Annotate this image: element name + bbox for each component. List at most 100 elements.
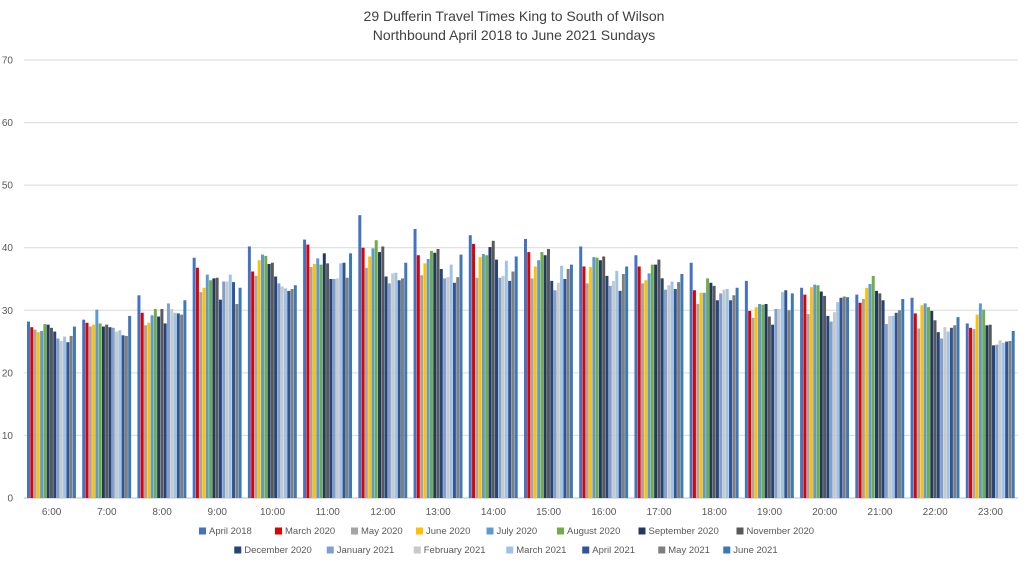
bar <box>82 319 86 498</box>
bar <box>926 307 930 498</box>
bar <box>98 323 102 498</box>
bar <box>761 304 765 498</box>
x-tick-label: 7:00 <box>97 507 117 518</box>
x-tick-label: 10:00 <box>260 507 285 518</box>
bar <box>36 332 40 498</box>
bar <box>982 309 986 498</box>
bar <box>897 310 901 498</box>
legend-swatch <box>723 546 731 554</box>
bar <box>115 331 119 498</box>
legend-swatch <box>486 527 494 535</box>
bar <box>832 312 836 498</box>
gridlines <box>24 59 1018 499</box>
bar <box>501 275 505 498</box>
bar <box>478 257 482 498</box>
bar <box>436 248 440 498</box>
bar <box>495 259 499 498</box>
bar <box>277 283 281 498</box>
bar <box>764 304 768 498</box>
legend-item: June 2021 <box>723 545 778 556</box>
legend-item: November 2020 <box>736 526 815 537</box>
bar <box>66 342 70 498</box>
bar <box>725 289 729 498</box>
bar <box>618 290 622 498</box>
bar <box>936 332 940 498</box>
bar <box>33 329 37 498</box>
bar <box>92 324 96 498</box>
bar <box>826 315 830 498</box>
bar <box>634 255 638 498</box>
bar <box>423 263 427 498</box>
legend-item: May 2020 <box>351 526 403 537</box>
bar <box>790 293 794 498</box>
x-tick-label: 11:00 <box>316 507 341 518</box>
chart-title: 29 Dufferin Travel Times King to South o… <box>364 8 665 24</box>
bar <box>585 283 589 498</box>
bar <box>556 282 560 498</box>
bar <box>274 276 278 498</box>
x-tick-label: 17:00 <box>647 507 672 518</box>
x-tick-label: 20:00 <box>812 507 837 518</box>
legend-swatch <box>638 527 646 535</box>
bar <box>404 262 408 498</box>
legend-swatch <box>413 546 421 554</box>
y-tick-label: 0 <box>7 494 13 505</box>
legend-label: November 2020 <box>747 526 815 537</box>
x-tick-label: 14:00 <box>481 507 506 518</box>
bar <box>212 278 216 498</box>
bar <box>251 271 255 498</box>
bar <box>777 309 781 498</box>
bar <box>95 309 99 498</box>
bar <box>163 323 167 498</box>
bar <box>72 326 76 498</box>
legend-item: April 2021 <box>582 545 635 556</box>
bar <box>660 278 664 498</box>
bar <box>111 327 115 498</box>
bar <box>371 248 375 498</box>
x-tick-label: 23:00 <box>978 507 1003 518</box>
bar <box>546 248 550 498</box>
bar <box>349 253 353 498</box>
legend-label: March 2021 <box>516 545 566 556</box>
legend-label: August 2020 <box>567 526 620 537</box>
legend-swatch <box>351 527 358 535</box>
bar <box>598 260 602 498</box>
bar <box>592 257 596 498</box>
bar <box>767 316 771 498</box>
bar <box>913 313 917 498</box>
x-tick-label: 12:00 <box>370 507 395 518</box>
bar <box>732 295 736 498</box>
bar <box>329 279 333 498</box>
bar <box>641 283 644 498</box>
bar <box>508 280 512 498</box>
legend-item: August 2020 <box>557 526 620 537</box>
legend-swatch <box>275 527 282 535</box>
bar <box>264 255 268 498</box>
y-tick-label: 10 <box>2 431 14 442</box>
bar <box>530 278 534 498</box>
bar <box>722 289 726 498</box>
bar <box>394 272 398 498</box>
bar <box>69 335 73 498</box>
bar <box>290 289 294 498</box>
bar <box>878 293 882 498</box>
legend-label: June 2021 <box>733 545 777 556</box>
bar <box>677 282 681 498</box>
bar <box>595 257 599 498</box>
bar <box>416 255 420 498</box>
bar <box>173 312 177 498</box>
bar <box>400 278 404 498</box>
legend-swatch <box>736 527 744 535</box>
bar <box>560 265 564 498</box>
bar <box>209 280 213 498</box>
x-tick-label: 8:00 <box>152 507 172 518</box>
bar <box>819 291 823 498</box>
legend-label: July 2020 <box>497 526 538 537</box>
bar <box>261 254 264 498</box>
y-tick-label: 20 <box>2 368 14 379</box>
bar <box>965 323 969 498</box>
bar <box>43 324 47 498</box>
bar <box>254 275 258 498</box>
bar <box>940 338 944 498</box>
bar <box>1008 340 1012 498</box>
